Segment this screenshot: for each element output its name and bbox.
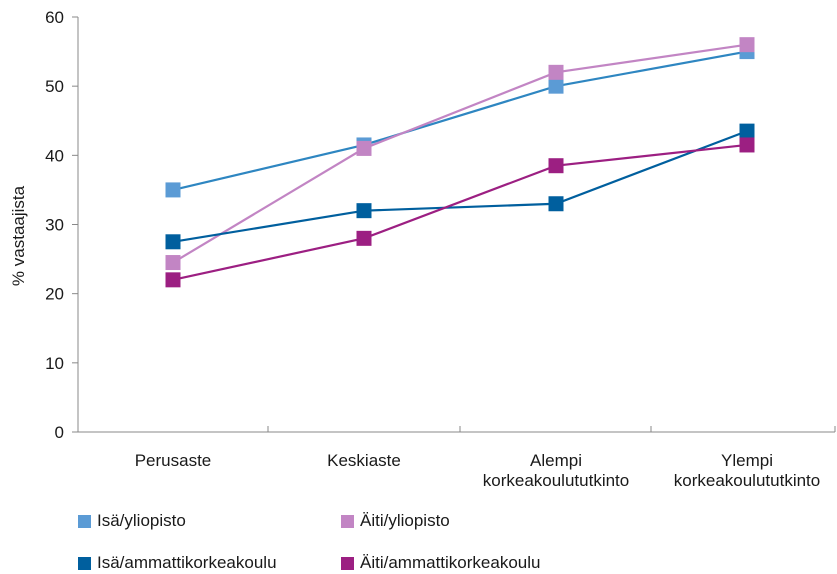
- chart-axes: [77, 17, 835, 433]
- series-line-1: [172, 43, 748, 264]
- data-point-series-0: [548, 78, 564, 94]
- x-category-label: Ylempi korkeakoulututkinto: [674, 451, 820, 490]
- data-point-series-3: [739, 137, 755, 153]
- data-point-series-2: [739, 123, 755, 139]
- legend-label: Äiti/ammattikorkeakoulu: [360, 553, 541, 572]
- y-tick-label: 30: [45, 216, 64, 235]
- series-line-3: [172, 143, 748, 281]
- series-line-0: [172, 50, 748, 191]
- legend-label: Isä/yliopisto: [97, 511, 186, 530]
- data-point-series-2: [356, 203, 372, 219]
- y-tick-label: 40: [45, 146, 64, 165]
- series-line-2: [172, 130, 748, 243]
- legend-swatch: [78, 514, 91, 528]
- series-points: [165, 37, 755, 288]
- data-point-series-0: [165, 182, 181, 198]
- legend-item: Isä/ammattikorkeakoulu: [78, 552, 277, 574]
- y-ticks: 0 10 20 30 40 50 60: [45, 8, 78, 442]
- legend-label: Äiti/yliopisto: [360, 511, 450, 530]
- chart-legend: Isä/yliopisto Äiti/yliopisto Isä/ammattiko…: [78, 506, 818, 574]
- x-ticks: Perusaste Keskiaste Alempi korkeakoulututki…: [135, 426, 836, 490]
- data-point-series-3: [356, 230, 372, 246]
- x-category-label: Alempi korkeakoulututkinto: [483, 451, 629, 490]
- data-point-series-1: [548, 64, 564, 80]
- y-tick-label: 20: [45, 285, 64, 304]
- y-tick-label: 50: [45, 77, 64, 96]
- legend-swatch: [341, 514, 354, 528]
- data-point-series-1: [739, 37, 755, 53]
- legend-swatch: [78, 556, 91, 570]
- legend-item: Isä/yliopisto: [78, 510, 186, 532]
- legend-item: Äiti/ammattikorkeakoulu: [341, 552, 540, 574]
- data-point-series-3: [548, 158, 564, 174]
- data-point-series-1: [356, 140, 372, 156]
- legend-swatch: [341, 556, 354, 570]
- data-point-series-2: [165, 234, 181, 250]
- y-tick-label: 0: [55, 423, 64, 442]
- x-category-label: Keskiaste: [327, 451, 401, 470]
- data-point-series-2: [548, 196, 564, 212]
- legend-label: Isä/ammattikorkeakoulu: [97, 553, 277, 572]
- legend-item: Äiti/yliopisto: [341, 510, 450, 532]
- data-point-series-1: [165, 255, 181, 271]
- y-axis-label: % vastaajista: [9, 185, 28, 286]
- y-tick-label: 10: [45, 354, 64, 373]
- series-lines: [172, 43, 748, 281]
- data-point-series-3: [165, 272, 181, 288]
- y-tick-label: 60: [45, 8, 64, 27]
- x-category-label: Perusaste: [135, 451, 212, 470]
